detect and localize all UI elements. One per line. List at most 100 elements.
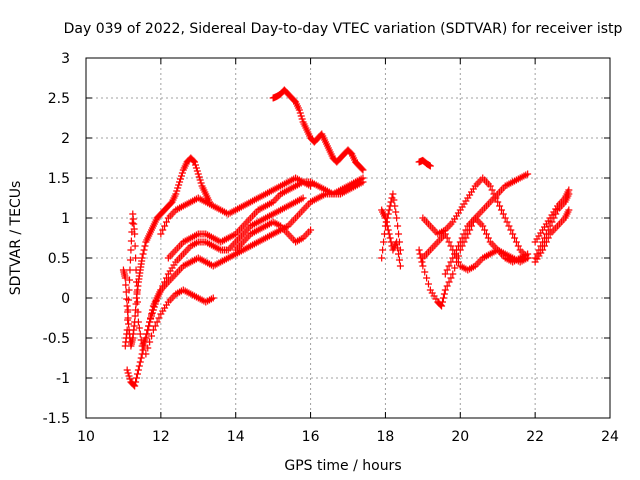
data-point: [395, 256, 403, 264]
data-point: [138, 254, 146, 262]
data-point: [381, 214, 389, 222]
data-point: [148, 309, 156, 317]
data-point: [447, 274, 455, 282]
series-s1: [119, 154, 214, 350]
data-point: [503, 218, 511, 226]
data-point: [151, 300, 159, 308]
data-point: [514, 242, 522, 250]
data-point: [546, 222, 554, 230]
data-point: [359, 178, 367, 186]
data-point: [124, 306, 132, 314]
data-point: [460, 230, 468, 238]
data-point: [385, 230, 393, 238]
data-point: [449, 254, 457, 262]
data-point: [396, 262, 404, 270]
data-point: [131, 312, 139, 320]
data-point: [147, 315, 155, 323]
data-point: [542, 238, 550, 246]
data-point: [135, 324, 143, 332]
y-tick-label: 1.5: [48, 171, 70, 187]
data-point: [393, 238, 401, 246]
series-s12: [415, 170, 532, 310]
data-point: [379, 246, 387, 254]
y-tick-label: -1: [56, 371, 70, 387]
data-point: [488, 186, 496, 194]
data-point: [132, 254, 140, 262]
data-point: [123, 366, 131, 374]
data-point: [193, 167, 201, 175]
data-point: [124, 316, 132, 324]
data-point: [175, 181, 183, 189]
data-point: [177, 172, 185, 180]
data-point: [451, 250, 459, 258]
x-tick-label: 14: [227, 429, 245, 445]
data-point: [150, 303, 158, 311]
data-point: [155, 314, 163, 322]
y-tick-label: 2: [61, 131, 70, 147]
data-point: [439, 294, 447, 302]
series-s15: [441, 214, 532, 278]
data-point: [191, 161, 199, 169]
data-point: [123, 326, 131, 334]
axis-ticks: [85, 57, 611, 419]
data-point: [380, 238, 388, 246]
data-point: [135, 362, 143, 370]
data-point: [143, 330, 151, 338]
data-point: [383, 222, 391, 230]
x-tick-label: 18: [377, 429, 395, 445]
data-point: [307, 182, 315, 190]
data-point: [424, 280, 432, 288]
data-point: [297, 112, 305, 120]
data-point: [128, 219, 136, 227]
y-tick-label: 3: [61, 51, 70, 67]
data-point: [390, 196, 398, 204]
data-point: [501, 214, 509, 222]
data-point: [378, 254, 386, 262]
data-point: [449, 270, 457, 278]
data-point: [149, 306, 157, 314]
data-point: [496, 202, 504, 210]
data-point: [512, 238, 520, 246]
data-point: [142, 334, 150, 342]
y-tick-label: 1: [61, 211, 70, 227]
data-point: [134, 308, 142, 316]
data-point: [456, 238, 464, 246]
data-point: [447, 242, 455, 250]
data-point: [209, 294, 217, 302]
data-point: [132, 378, 140, 386]
data-point: [122, 281, 130, 289]
data-point: [386, 234, 394, 242]
data-point: [125, 372, 133, 380]
data-point: [445, 238, 453, 246]
data-point: [443, 266, 451, 274]
data-point: [486, 182, 494, 190]
data-point: [126, 256, 134, 264]
data-point: [499, 210, 507, 218]
series-s4: [142, 286, 217, 358]
data-point: [458, 234, 466, 242]
data-point: [127, 246, 135, 254]
data-point: [385, 206, 393, 214]
data-point: [151, 322, 159, 330]
data-point: [359, 166, 367, 174]
data-point: [162, 218, 170, 226]
grid: [86, 58, 610, 418]
data-point: [419, 262, 427, 270]
data-point: [447, 258, 455, 266]
data-point: [394, 244, 402, 252]
data-point: [159, 226, 167, 234]
y-tick-label: -1.5: [43, 411, 70, 427]
data-point: [426, 162, 434, 170]
data-point: [133, 370, 141, 378]
y-tick-label: 0: [61, 291, 70, 307]
data-point: [484, 234, 492, 242]
series-s16: [531, 190, 573, 262]
data-point: [439, 298, 447, 306]
x-tick-label: 20: [451, 429, 469, 445]
data-point: [490, 190, 498, 198]
y-tick-label: -0.5: [43, 331, 70, 347]
data-points: [119, 86, 573, 390]
data-point: [133, 298, 141, 306]
series-s18: [531, 186, 573, 246]
